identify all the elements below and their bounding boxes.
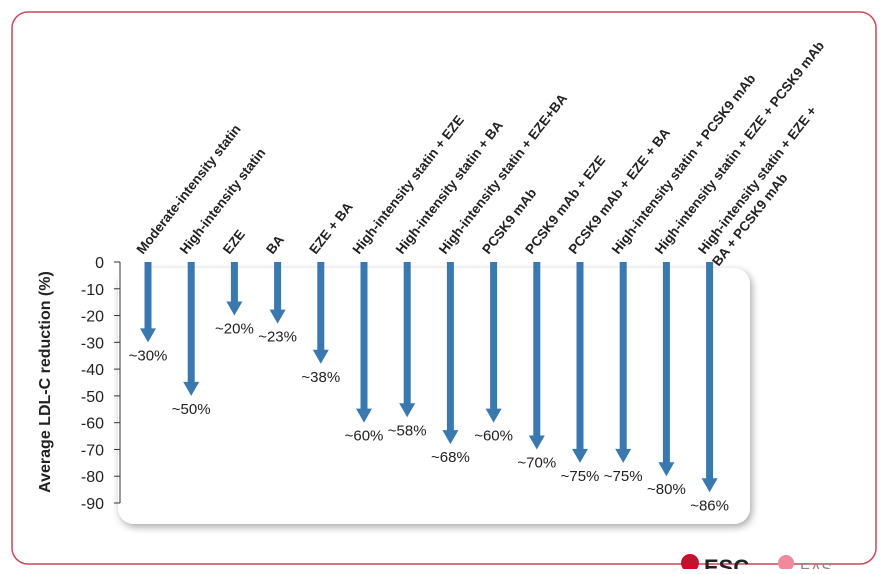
value-label: ~70% xyxy=(517,454,556,471)
arrow xyxy=(399,262,416,418)
value-label: ~30% xyxy=(129,347,168,364)
value-label: ~58% xyxy=(388,422,427,439)
value-label: ~60% xyxy=(345,428,384,445)
y-tick-label: -50 xyxy=(81,389,104,406)
y-axis-label: Average LDL-C reduction (%) xyxy=(37,271,54,493)
value-label: ~80% xyxy=(647,481,686,498)
value-label: ~60% xyxy=(474,428,513,445)
arrow xyxy=(226,262,243,316)
arrow xyxy=(658,262,675,477)
value-label: ~50% xyxy=(172,401,211,418)
value-label: ~75% xyxy=(561,468,600,485)
arrow xyxy=(615,262,632,463)
value-label: ~75% xyxy=(604,468,643,485)
y-tick-label: 0 xyxy=(95,255,104,272)
arrow xyxy=(312,262,329,364)
arrow xyxy=(140,262,156,343)
eas-logo-icon xyxy=(778,555,794,571)
panel-cover xyxy=(118,258,148,298)
y-tick-label: -70 xyxy=(81,442,104,459)
y-tick-label: -10 xyxy=(81,282,104,299)
arrow xyxy=(183,262,200,396)
arrow xyxy=(226,262,243,316)
arrow xyxy=(269,262,286,324)
arrow xyxy=(572,262,588,463)
arrow xyxy=(183,262,200,396)
y-tick-label: -90 xyxy=(81,496,104,513)
arrow xyxy=(312,262,329,364)
y-tick-label: -40 xyxy=(81,362,104,379)
arrow xyxy=(701,262,718,493)
arrow xyxy=(615,262,632,463)
panel xyxy=(118,268,750,524)
y-tick-label: -80 xyxy=(81,469,104,486)
arrow xyxy=(485,262,502,423)
value-label: ~86% xyxy=(690,497,729,514)
value-label: ~23% xyxy=(258,329,297,346)
arrow xyxy=(572,262,588,463)
arrow xyxy=(442,262,459,445)
arrow xyxy=(356,262,372,423)
arrow xyxy=(658,262,675,477)
arrow xyxy=(356,262,372,423)
arrow xyxy=(528,262,545,450)
arrow xyxy=(399,262,416,418)
value-label: ~68% xyxy=(431,449,470,466)
y-tick-label: -30 xyxy=(81,335,104,352)
y-tick-label: -60 xyxy=(81,416,104,433)
arrow xyxy=(140,262,156,343)
eas-logo: EAS xyxy=(800,561,832,569)
value-label: ~20% xyxy=(215,321,254,338)
esc-logo-icon xyxy=(681,554,699,572)
arrow xyxy=(701,262,718,493)
arrow xyxy=(485,262,502,423)
arrow xyxy=(442,262,459,445)
esc-logo: ESC xyxy=(704,555,749,569)
arrow xyxy=(269,262,286,324)
value-label: ~38% xyxy=(301,369,340,386)
arrow xyxy=(528,262,545,450)
y-tick-label: -20 xyxy=(81,309,104,326)
